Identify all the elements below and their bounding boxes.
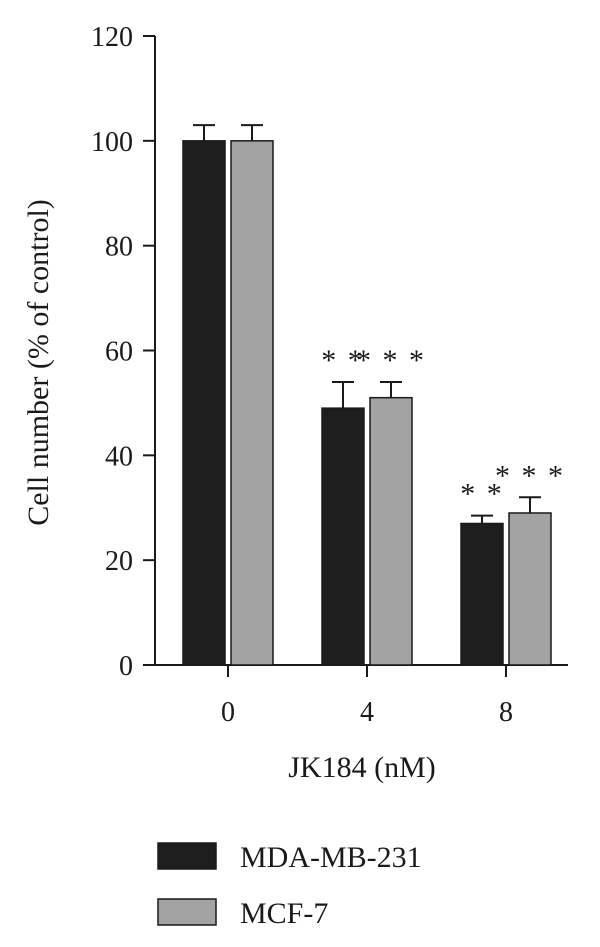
x-tick-label: 0 bbox=[221, 697, 235, 728]
bar bbox=[182, 140, 226, 666]
bar bbox=[460, 522, 504, 666]
bar bbox=[321, 407, 365, 666]
legend-swatch bbox=[157, 898, 217, 926]
legend-label: MCF-7 bbox=[240, 897, 328, 930]
bar bbox=[508, 512, 552, 666]
y-tick-label: 100 bbox=[91, 127, 133, 158]
y-tick-label: 40 bbox=[105, 441, 133, 472]
x-axis-title: JK184 (nM) bbox=[288, 751, 436, 784]
y-axis-title: Cell number (% of control) bbox=[22, 199, 55, 526]
bar bbox=[369, 396, 413, 666]
y-tick-label: 120 bbox=[91, 22, 133, 53]
significance-label: * * bbox=[460, 478, 504, 511]
bar bbox=[230, 140, 274, 666]
y-tick-label: 60 bbox=[105, 337, 133, 368]
y-tick-label: 20 bbox=[105, 546, 133, 577]
x-tick-label: 4 bbox=[360, 697, 374, 728]
significance-label: * * bbox=[321, 344, 365, 377]
significance-label: * * * bbox=[356, 344, 426, 377]
legend-swatch bbox=[157, 842, 217, 870]
legend-label: MDA-MB-231 bbox=[240, 841, 422, 874]
significance-label: * * * bbox=[495, 459, 565, 492]
y-tick-label: 0 bbox=[119, 651, 133, 682]
x-tick-label: 8 bbox=[499, 697, 513, 728]
y-tick-label: 80 bbox=[105, 232, 133, 263]
